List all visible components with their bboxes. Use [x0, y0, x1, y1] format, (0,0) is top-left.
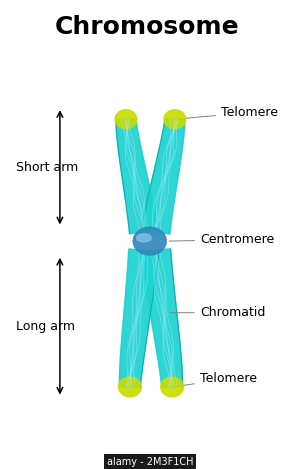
Ellipse shape: [164, 110, 186, 129]
Polygon shape: [119, 249, 159, 387]
Polygon shape: [141, 119, 185, 234]
Ellipse shape: [118, 377, 141, 397]
Ellipse shape: [115, 110, 137, 129]
Text: Chromatid: Chromatid: [170, 306, 265, 319]
Text: Telomere: Telomere: [178, 106, 278, 119]
Polygon shape: [141, 119, 185, 234]
Polygon shape: [140, 249, 183, 387]
Ellipse shape: [133, 227, 166, 255]
Polygon shape: [116, 119, 158, 234]
Polygon shape: [116, 119, 158, 234]
Text: Telomere: Telomere: [175, 372, 257, 386]
Title: Chromosome: Chromosome: [55, 15, 239, 39]
Text: Long arm: Long arm: [16, 320, 75, 333]
Text: alamy - 2M3F1CH: alamy - 2M3F1CH: [107, 457, 193, 467]
Text: Short arm: Short arm: [16, 161, 79, 174]
Polygon shape: [140, 249, 183, 387]
Polygon shape: [119, 249, 159, 387]
Ellipse shape: [136, 234, 151, 242]
Text: Centromere: Centromere: [169, 233, 274, 246]
Ellipse shape: [161, 377, 184, 397]
